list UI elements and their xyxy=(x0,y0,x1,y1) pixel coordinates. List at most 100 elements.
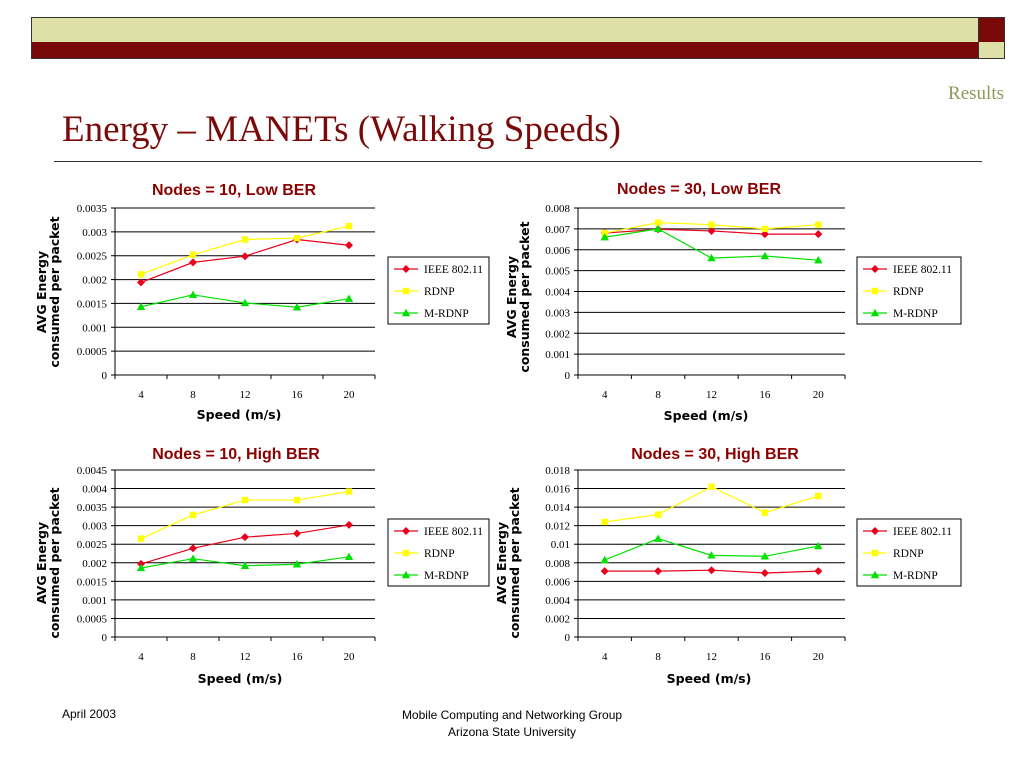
x-tick-label: 20 xyxy=(813,389,825,401)
data-point-m-rdnp xyxy=(760,251,770,260)
legend-marker-rdnp xyxy=(402,287,410,295)
data-point-ieee-802-11 xyxy=(189,258,197,267)
legend-box xyxy=(856,256,962,325)
data-point-ieee-802-11 xyxy=(189,544,197,553)
footer-org: Mobile Computing and Networking Group Ar… xyxy=(312,707,712,741)
x-tick-label: 4 xyxy=(138,389,144,401)
y-tick-label: 0.003 xyxy=(82,521,107,533)
chart-title: Nodes = 30, Low BER xyxy=(617,181,781,198)
x-tick-label: 8 xyxy=(655,651,661,663)
data-point-m-rdnp xyxy=(653,224,663,233)
x-axis-label: Speed (m/s) xyxy=(664,408,749,423)
y-tick-label: 0.0035 xyxy=(77,203,108,215)
y-axis-label: AVG Energyconsumed per packet xyxy=(504,221,532,372)
legend-marker-m-rdnp xyxy=(401,308,411,317)
y-axis-label: AVG Energyconsumed per packet xyxy=(34,216,62,367)
data-point-m-rdnp xyxy=(760,552,770,560)
data-point-ieee-802-11 xyxy=(814,230,823,239)
legend-marker-ieee-802-11 xyxy=(402,527,410,535)
y-tick-label: 0.002 xyxy=(82,275,107,287)
x-tick-label: 4 xyxy=(138,651,144,663)
legend-marker-ieee-802-11 xyxy=(402,265,410,273)
data-point-m-rdnp xyxy=(188,290,198,299)
data-point-rdnp xyxy=(601,518,608,526)
x-tick-label: 16 xyxy=(292,389,304,401)
legend-marker-m-rdnp xyxy=(870,570,880,579)
y-tick-label: 0 xyxy=(102,632,108,644)
x-axis-label: Speed (m/s) xyxy=(198,671,283,686)
data-point-m-rdnp xyxy=(292,560,302,568)
x-tick-label: 8 xyxy=(190,389,196,401)
series-line-ieee-802-11 xyxy=(604,228,819,235)
y-tick-label: 0.004 xyxy=(545,287,570,299)
chart-title: Nodes = 30, High BER xyxy=(631,446,799,463)
data-point-rdnp xyxy=(189,511,197,519)
series-line-ieee-802-11 xyxy=(604,569,819,574)
header-band-light xyxy=(31,17,979,44)
data-point-m-rdnp xyxy=(814,255,823,264)
legend-marker-rdnp xyxy=(402,549,410,557)
y-tick-label: 0.002 xyxy=(545,328,570,340)
data-point-rdnp xyxy=(293,496,301,504)
chart-title: Nodes = 10, Low BER xyxy=(152,182,316,199)
data-point-rdnp xyxy=(241,496,249,504)
y-tick-label: 0.014 xyxy=(545,502,570,514)
footer-org-line1: Mobile Computing and Networking Group xyxy=(401,708,623,722)
legend-marker-ieee-802-11 xyxy=(871,265,879,273)
data-point-rdnp xyxy=(708,483,715,490)
x-tick-label: 12 xyxy=(240,651,251,663)
data-point-ieee-802-11 xyxy=(600,229,609,238)
legend-label-ieee-802-11: IEEE 802.11 xyxy=(893,526,952,538)
series-line-m-rdnp xyxy=(604,228,819,261)
y-tick-label: 0.004 xyxy=(545,595,570,607)
x-tick-label: 12 xyxy=(706,389,717,401)
y-tick-label: 0.0005 xyxy=(77,346,108,358)
data-point-rdnp xyxy=(654,511,662,518)
x-tick-label: 16 xyxy=(759,651,771,663)
data-point-rdnp xyxy=(761,509,769,516)
data-point-rdnp xyxy=(815,492,822,500)
data-point-m-rdnp xyxy=(707,551,716,559)
legend-marker-m-rdnp xyxy=(401,570,411,579)
y-tick-label: 0 xyxy=(102,370,108,382)
x-tick-label: 16 xyxy=(759,389,771,401)
data-point-ieee-802-11 xyxy=(137,278,145,287)
data-point-rdnp xyxy=(654,219,662,226)
y-tick-label: 0.001 xyxy=(545,349,570,361)
y-tick-label: 0.01 xyxy=(551,539,570,551)
data-point-ieee-802-11 xyxy=(345,241,353,250)
footer-date: April 2003 xyxy=(62,707,117,721)
y-tick-label: 0.005 xyxy=(545,266,570,278)
data-point-ieee-802-11 xyxy=(137,559,145,568)
y-tick-label: 0.0015 xyxy=(77,298,108,310)
x-tick-label: 8 xyxy=(190,651,196,663)
data-point-m-rdnp xyxy=(814,541,823,550)
legend-box xyxy=(856,518,962,587)
x-axis-label: Speed (m/s) xyxy=(667,671,752,686)
legend-label-ieee-802-11: IEEE 802.11 xyxy=(424,526,483,538)
y-tick-label: 0.0035 xyxy=(77,502,108,514)
data-point-m-rdnp xyxy=(600,555,609,564)
x-tick-label: 16 xyxy=(292,651,304,663)
series-line-rdnp xyxy=(140,490,350,540)
y-axis-label: AVG Energyconsumed per packet xyxy=(494,487,522,638)
y-tick-label: 0.002 xyxy=(545,613,570,625)
y-tick-label: 0.001 xyxy=(82,595,107,607)
series-line-m-rdnp xyxy=(140,556,350,569)
data-point-ieee-802-11 xyxy=(707,566,716,575)
data-point-ieee-802-11 xyxy=(760,230,769,239)
data-point-rdnp xyxy=(345,222,353,230)
x-tick-label: 4 xyxy=(602,389,608,401)
series-line-m-rdnp xyxy=(604,538,819,561)
legend-label-rdnp: RDNP xyxy=(424,548,455,560)
y-tick-label: 0 xyxy=(565,370,571,382)
legend-marker-rdnp xyxy=(871,549,879,557)
data-point-rdnp xyxy=(137,535,145,542)
data-point-rdnp xyxy=(708,221,715,228)
data-point-rdnp xyxy=(241,236,249,243)
x-tick-label: 4 xyxy=(602,651,608,663)
data-point-rdnp xyxy=(137,271,145,278)
x-tick-label: 20 xyxy=(344,389,356,401)
legend-box xyxy=(387,256,490,325)
data-point-m-rdnp xyxy=(240,561,250,569)
